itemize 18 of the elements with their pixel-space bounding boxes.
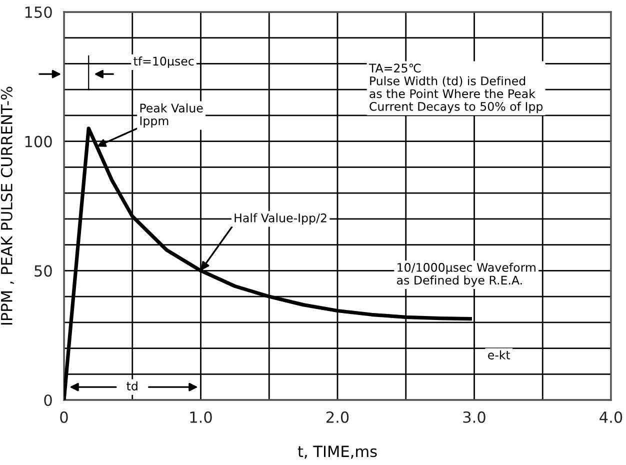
y-tick-label: 150 — [25, 6, 52, 18]
x-tick-label: 0 — [60, 411, 68, 423]
y-axis-title: IPPM , PEAK PULSE CURRENT-% — [0, 86, 14, 325]
annotation: Half Value-Ipp/2 — [234, 213, 326, 225]
annotation: td — [126, 381, 138, 390]
y-tick-label: 50 — [34, 265, 52, 277]
annotation: 10/1000μsec Waveform as Defined bye R.E.A. — [397, 262, 536, 287]
annotation: TA=25℃ Pulse Width (td) is Defined as the Point Where the Peak Current Decays to 50% of Ipp — [368, 64, 543, 114]
x-tick-label: 3.0 — [463, 411, 486, 423]
annotation: e-kt — [488, 350, 510, 360]
x-tick-label: 4.0 — [600, 411, 622, 423]
annotation: tf=10μsec — [134, 56, 194, 68]
y-tick-label: 0 — [44, 394, 52, 406]
annotation: Peak Value Ippm — [140, 103, 203, 128]
x-tick-label: 2.0 — [326, 411, 349, 423]
y-tick-label: 100 — [25, 136, 52, 148]
x-tick-label: 1.0 — [190, 411, 212, 423]
x-axis-title: t, TIME,ms — [298, 446, 377, 459]
